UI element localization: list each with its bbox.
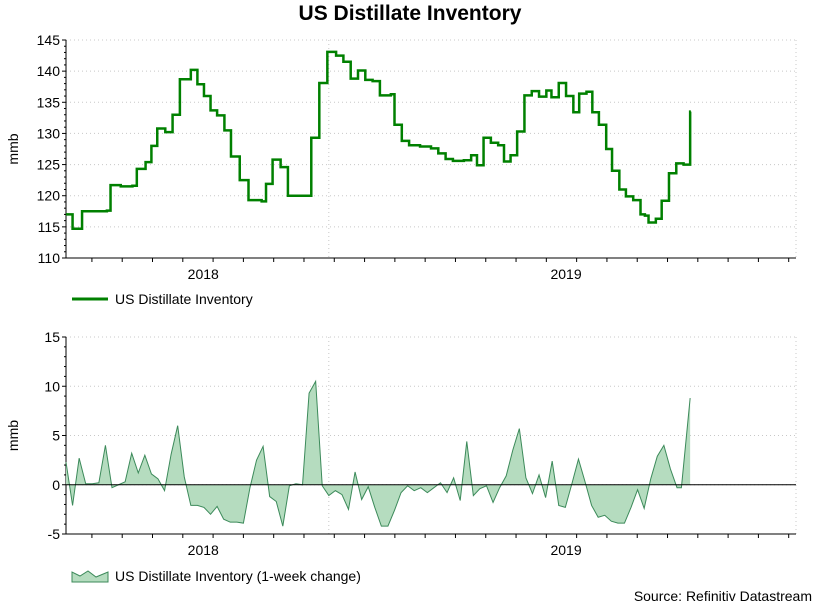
weekly-change-legend: US Distillate Inventory (1-week change): [71, 568, 361, 584]
weekly-change-y-tick-label: 15: [44, 329, 60, 345]
inventory-x-tick-label: 2018: [188, 266, 219, 282]
inventory-y-tick-label: 145: [37, 32, 61, 48]
weekly-change-x-tick-label: 2019: [550, 542, 581, 558]
weekly-change-y-tick-label: -5: [48, 526, 61, 542]
inventory-y-tick-label: 120: [37, 188, 61, 204]
source-note: Source: Refinitiv Datastream: [634, 588, 812, 604]
chart-title: US Distillate Inventory: [299, 2, 522, 25]
weekly-change-area: [66, 381, 691, 527]
inventory-y-tick-label: 125: [37, 157, 61, 173]
inventory-chart-panel: 110 115 120 125 130 135 140 145 2018 2019 mmb: [5, 32, 797, 282]
weekly-change-legend-label: US Distillate Inventory (1-week change): [115, 568, 361, 584]
inventory-legend: US Distillate Inventory: [72, 291, 253, 307]
inventory-y-axis-label: mmb: [5, 133, 21, 164]
inventory-x-tick-label: 2019: [550, 266, 581, 282]
inventory-legend-label: US Distillate Inventory: [115, 291, 253, 307]
weekly-change-y-tick-label: 0: [52, 477, 60, 493]
weekly-change-y-tick-label: 10: [44, 378, 60, 394]
inventory-series-line: [66, 50, 692, 230]
weekly-change-legend-swatch: [71, 570, 109, 583]
inventory-y-tick-label: 135: [37, 94, 61, 110]
inventory-y-tick-label: 140: [37, 63, 61, 79]
inventory-y-tick-label: 130: [37, 125, 61, 141]
weekly-change-chart-panel: -5 0 5 10 15 2018 2019 mmb: [5, 329, 797, 558]
inventory-y-tick-label: 115: [38, 219, 61, 235]
weekly-change-y-axis-label: mmb: [5, 420, 21, 451]
weekly-change-x-tick-label: 2018: [188, 542, 219, 558]
weekly-change-line: [65, 379, 691, 527]
inventory-y-tick-label: 110: [38, 250, 61, 266]
weekly-change-y-tick-label: 5: [52, 428, 60, 444]
